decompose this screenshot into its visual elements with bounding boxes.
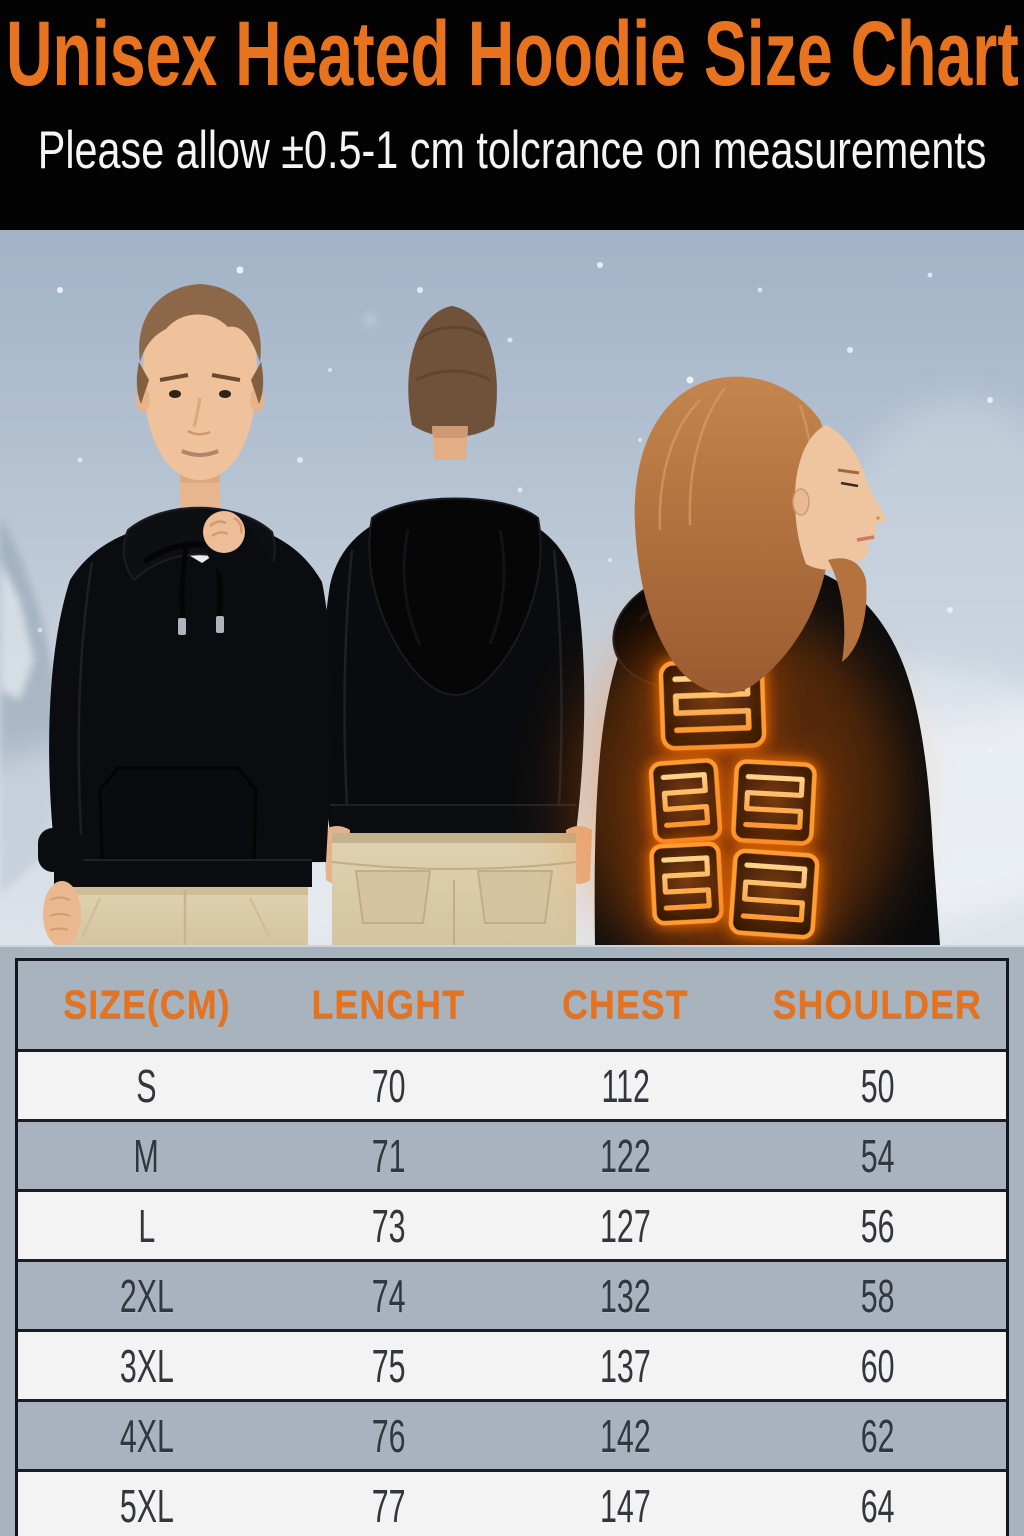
tolerance-note: Please allow ±0.5-1 cm tolcrance on meas… — [37, 121, 987, 180]
table-row-3xl: 3XL 75 137 60 — [18, 1329, 1006, 1399]
size-cell: L — [18, 1192, 275, 1259]
shoulder-cell: 50 — [749, 1052, 1006, 1119]
shoulder-cell: 56 — [749, 1192, 1006, 1259]
heating-panel — [648, 758, 723, 844]
chest-cell: 122 — [502, 1122, 749, 1189]
chest-cell: 112 — [502, 1052, 749, 1119]
page-title: Unisex Heated Hoodie Size Chart — [5, 3, 1019, 105]
chest-value: 137 — [600, 1339, 651, 1392]
table-row-5xl: 5XL 77 147 64 — [18, 1469, 1006, 1536]
hero-photo — [0, 230, 1024, 945]
shoulder-value: 58 — [860, 1269, 895, 1322]
length-cell: 73 — [275, 1192, 502, 1259]
column-header-size: SIZE(CM) — [18, 961, 275, 1049]
table-row-l: L 73 127 56 — [18, 1189, 1006, 1259]
size-table: SIZE(CM) LENGHT CHEST SHOULDER S 70 112 … — [15, 958, 1009, 1536]
size-label: 2XL — [119, 1269, 174, 1322]
length-value: 71 — [371, 1129, 406, 1182]
length-value: 70 — [371, 1059, 406, 1112]
shoulder-value: 54 — [860, 1129, 895, 1182]
shoulder-cell: 62 — [749, 1402, 1006, 1469]
length-value: 75 — [371, 1339, 406, 1392]
column-header-shoulder: SHOULDER — [749, 961, 1006, 1049]
shoulder-value: 64 — [860, 1479, 895, 1532]
shoulder-cell: 58 — [749, 1262, 1006, 1329]
shoulder-cell: 60 — [749, 1332, 1006, 1399]
female-face — [795, 425, 886, 570]
size-cell: M — [18, 1122, 275, 1189]
length-cell: 74 — [275, 1262, 502, 1329]
size-cell: 2XL — [18, 1262, 275, 1329]
chest-value: 127 — [600, 1199, 651, 1252]
chest-value: 147 — [600, 1479, 651, 1532]
shoulder-cell: 54 — [749, 1122, 1006, 1189]
heating-panel — [731, 759, 817, 846]
shoulder-value: 60 — [860, 1339, 895, 1392]
column-header-label: LENGHT — [311, 982, 466, 1027]
female-hair — [634, 376, 834, 694]
shoulder-value: 50 — [860, 1059, 895, 1112]
chest-value: 142 — [600, 1409, 651, 1462]
size-label: L — [137, 1199, 155, 1252]
header-banner: Unisex Heated Hoodie Size Chart Please a… — [0, 0, 1024, 230]
table-row-s: S 70 112 50 — [18, 1049, 1006, 1119]
table-row-2xl: 2XL 74 132 58 — [18, 1259, 1006, 1329]
size-cell: 4XL — [18, 1402, 275, 1469]
chest-value: 122 — [600, 1129, 651, 1182]
length-cell: 70 — [275, 1052, 502, 1119]
length-value: 76 — [371, 1409, 406, 1462]
column-header-chest: CHEST — [502, 961, 749, 1049]
length-cell: 71 — [275, 1122, 502, 1189]
column-header-label: CHEST — [562, 982, 689, 1027]
length-value: 77 — [371, 1479, 406, 1532]
chest-cell: 147 — [502, 1472, 749, 1536]
chest-value: 112 — [601, 1059, 650, 1112]
front-model-hair — [139, 284, 261, 362]
khaki-pants-back — [331, 833, 577, 945]
shoulder-cell: 64 — [749, 1472, 1006, 1536]
length-cell: 75 — [275, 1332, 502, 1399]
column-header-label: SHOULDER — [772, 982, 983, 1027]
table-header-row: SIZE(CM) LENGHT CHEST SHOULDER — [18, 961, 1006, 1049]
length-cell: 76 — [275, 1402, 502, 1469]
length-value: 74 — [371, 1269, 406, 1322]
size-cell: 3XL — [18, 1332, 275, 1399]
size-label: M — [133, 1129, 160, 1182]
chest-cell: 132 — [502, 1262, 749, 1329]
length-value: 73 — [371, 1199, 406, 1252]
size-label: 3XL — [119, 1339, 174, 1392]
chest-cell: 137 — [502, 1332, 749, 1399]
size-table-panel: SIZE(CM) LENGHT CHEST SHOULDER S 70 112 … — [0, 945, 1024, 1536]
heating-panel — [728, 848, 820, 940]
hero-photo-illustration — [0, 230, 1024, 945]
chest-value: 132 — [600, 1269, 651, 1322]
shoulder-value: 56 — [860, 1199, 895, 1252]
kangaroo-pocket — [98, 766, 258, 862]
female-model-back — [570, 376, 940, 945]
khaki-pants-front — [58, 887, 308, 945]
hood-back — [368, 497, 542, 697]
size-cell: S — [18, 1052, 275, 1119]
column-header-length: LENGHT — [275, 961, 502, 1049]
size-label: 5XL — [119, 1479, 174, 1532]
male-model-front — [38, 284, 332, 945]
size-label: S — [136, 1059, 157, 1112]
length-cell: 77 — [275, 1472, 502, 1536]
chest-cell: 142 — [502, 1402, 749, 1469]
size-cell: 5XL — [18, 1472, 275, 1536]
column-header-label: SIZE(CM) — [62, 982, 231, 1027]
size-label: 4XL — [119, 1409, 174, 1462]
table-row-4xl: 4XL 76 142 62 — [18, 1399, 1006, 1469]
table-row-m: M 71 122 54 — [18, 1119, 1006, 1189]
heating-panel — [649, 841, 724, 926]
chest-cell: 127 — [502, 1192, 749, 1259]
shoulder-value: 62 — [860, 1409, 895, 1462]
